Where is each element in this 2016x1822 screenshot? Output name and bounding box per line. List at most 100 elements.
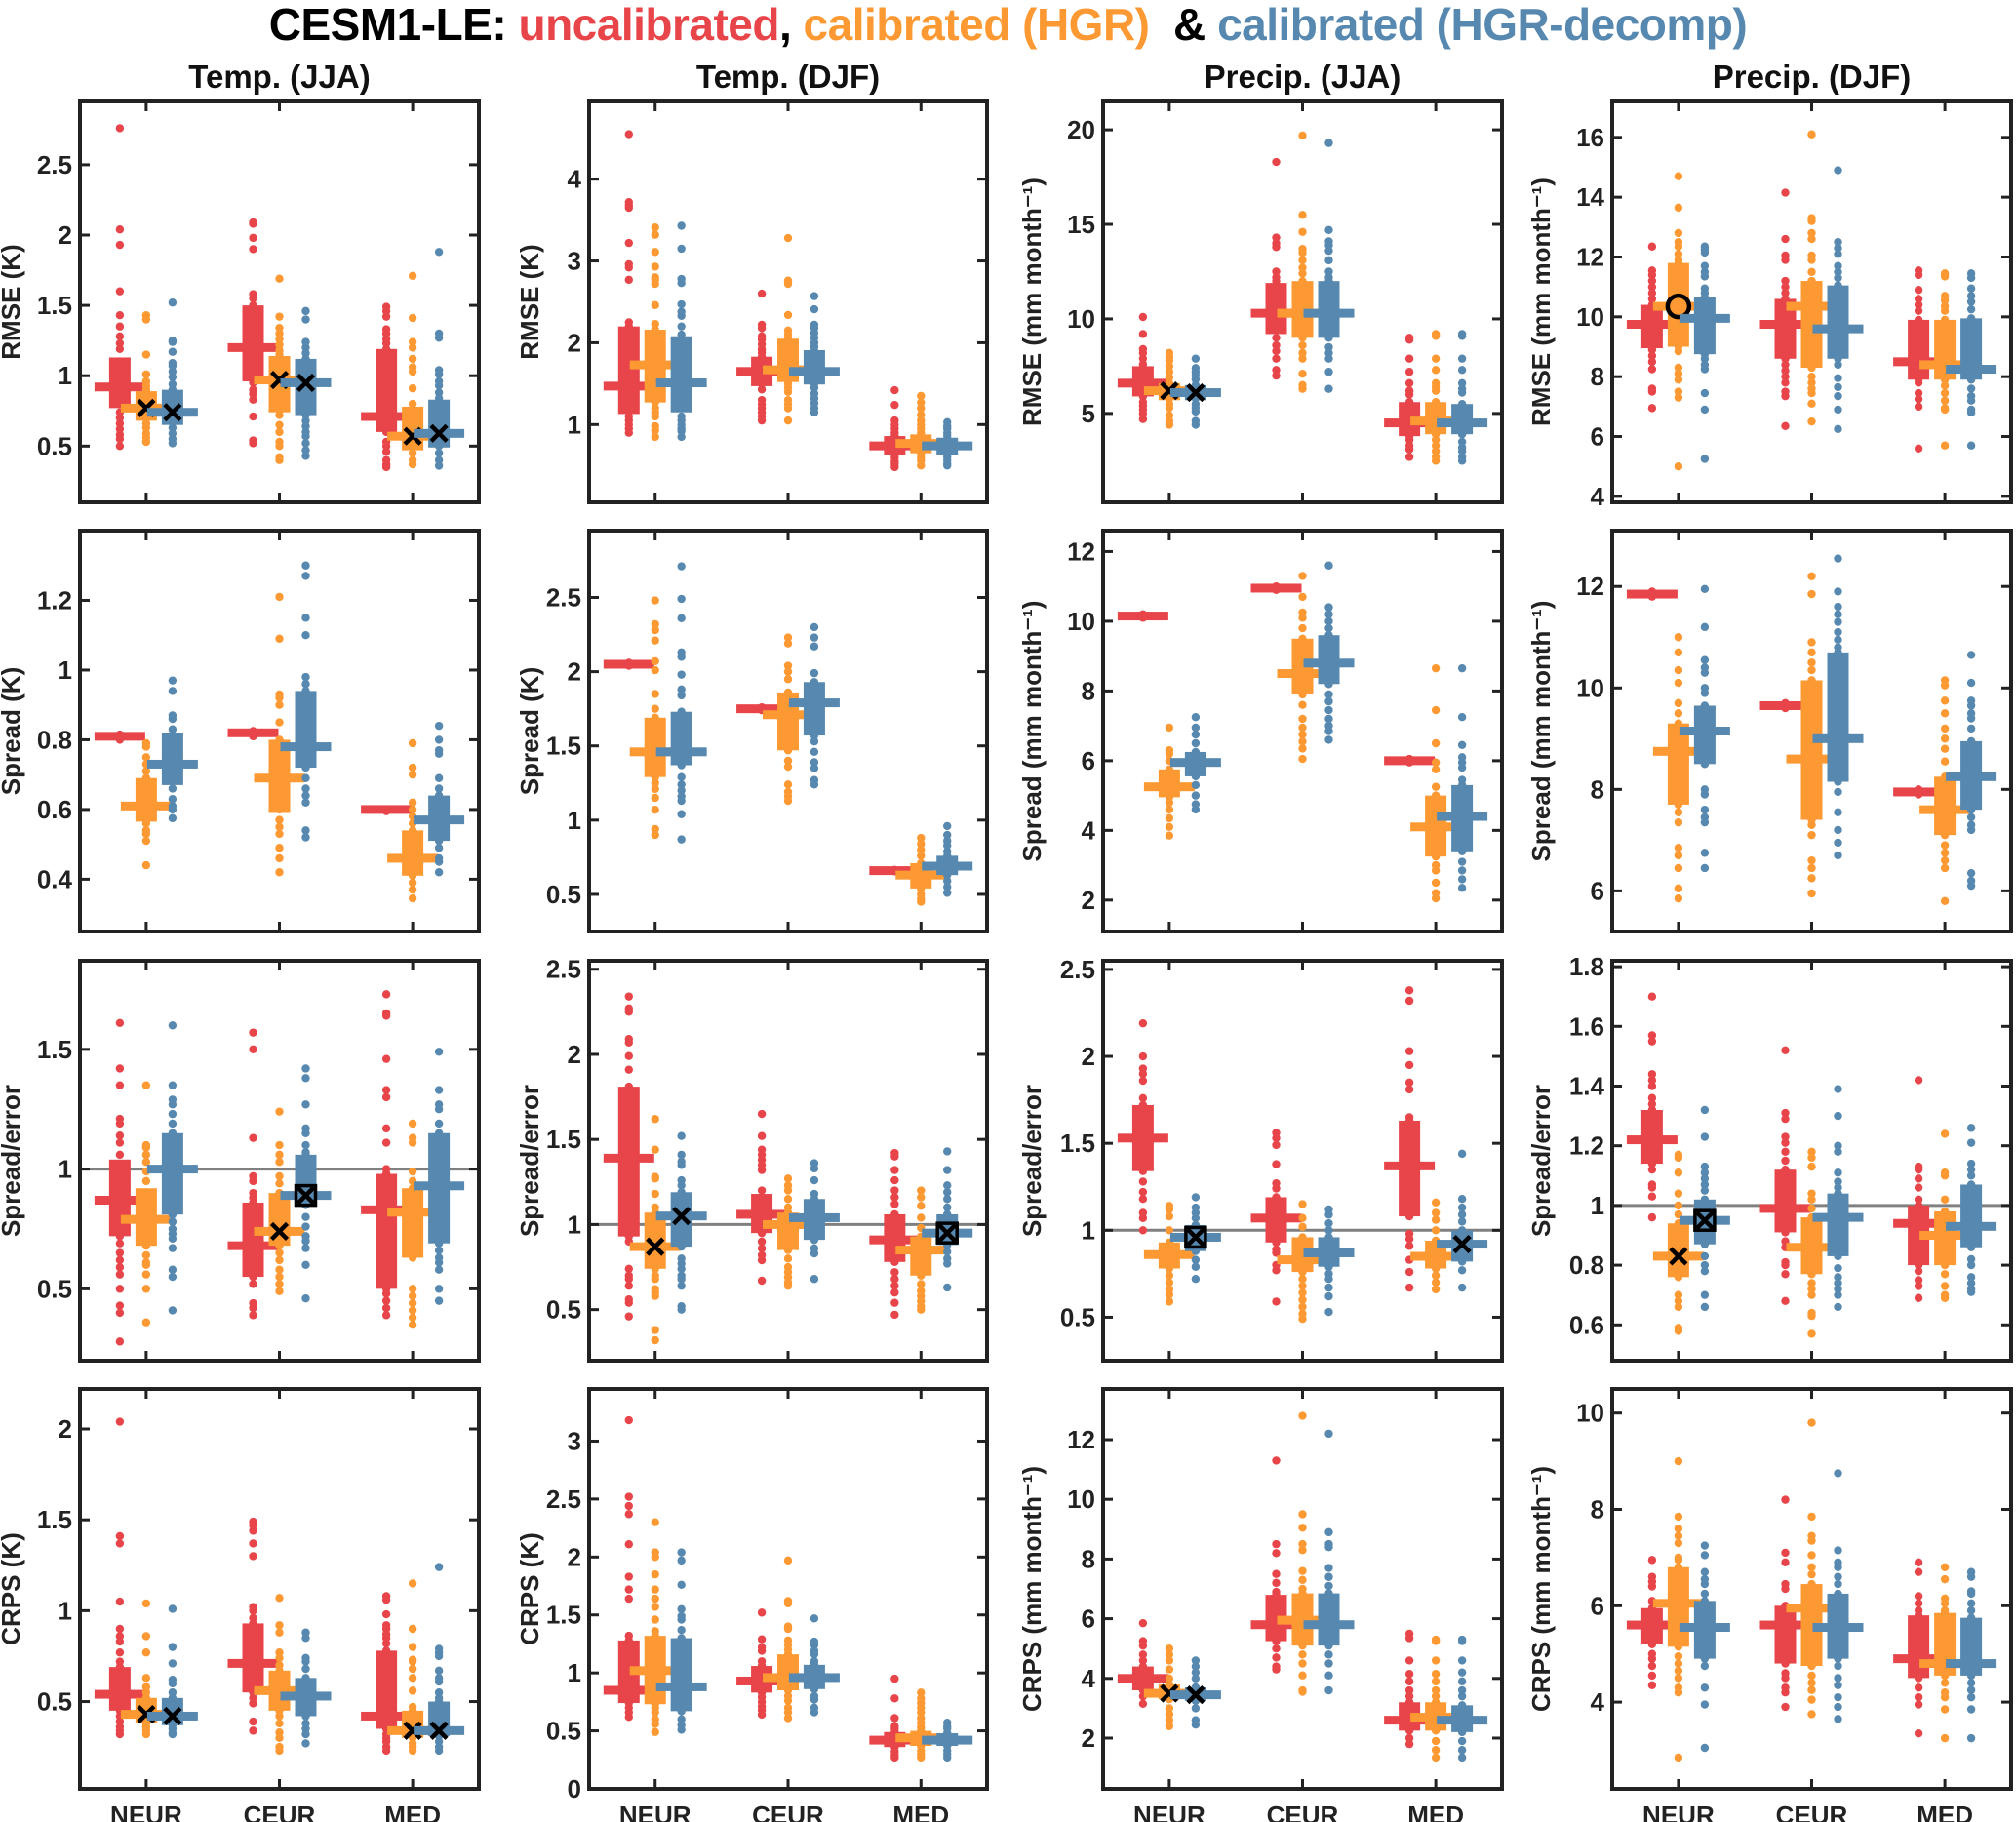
data-point: [1138, 1226, 1148, 1235]
series-calibrated-hgr-decomp-med: [1437, 330, 1488, 465]
data-point: [1324, 225, 1333, 235]
data-point: [1807, 638, 1816, 647]
data-point: [249, 1028, 257, 1037]
data-point: [943, 1188, 952, 1197]
data-point: [1940, 1563, 1950, 1571]
best-marker-box: [935, 1221, 959, 1245]
data-point: [275, 1150, 284, 1160]
series-uncalibrated-med: [1384, 334, 1436, 461]
median-bar: [1384, 1161, 1436, 1170]
data-point: [275, 634, 284, 643]
series-uncalibrated-med: [1893, 1076, 1945, 1302]
data-point: [1674, 376, 1683, 384]
data-point: [1966, 304, 1976, 314]
median-bar: [895, 1733, 947, 1743]
data-point: [1647, 1192, 1657, 1201]
data-point: [624, 1282, 633, 1290]
series-calibrated-hgr-decomp-neur: [655, 221, 707, 442]
data-point: [1834, 261, 1842, 270]
data-point: [1457, 763, 1467, 772]
data-point: [1165, 805, 1174, 814]
median-bar: [227, 1658, 279, 1668]
data-point: [677, 614, 686, 623]
data-point: [1431, 366, 1441, 375]
data-point: [677, 796, 686, 806]
data-point: [141, 1648, 151, 1657]
data-point: [677, 1615, 686, 1624]
data-point: [1647, 1556, 1657, 1565]
data-point: [651, 262, 659, 271]
data-point: [168, 347, 178, 356]
data-point: [1940, 855, 1950, 865]
data-point: [1404, 1283, 1414, 1292]
series-uncalibrated-neur: [1117, 1018, 1168, 1235]
iqr-bar: [1800, 680, 1823, 820]
median-bar: [763, 1219, 813, 1229]
data-point: [275, 1653, 284, 1663]
data-point: [1940, 1574, 1950, 1584]
cross-marker: [1695, 1210, 1715, 1230]
data-point: [1834, 1263, 1842, 1273]
data-point: [1966, 651, 1976, 659]
data-point: [1404, 1670, 1414, 1679]
median-bar: [869, 1235, 921, 1245]
data-point: [1914, 1076, 1923, 1085]
series-uncalibrated-neur: [603, 992, 654, 1321]
data-point: [168, 676, 178, 685]
y-tick-label: 5: [1082, 399, 1095, 428]
data-point: [1674, 1659, 1683, 1668]
data-point: [1324, 1671, 1333, 1680]
data-point: [1940, 1171, 1950, 1180]
y-axis-label: Spread (K): [0, 667, 25, 795]
data-point: [810, 1164, 819, 1173]
cross-marker: [403, 1721, 422, 1740]
iqr-bar: [135, 777, 157, 822]
data-point: [168, 813, 178, 823]
data-point: [1807, 1695, 1816, 1704]
data-point: [1298, 1687, 1307, 1696]
x-tick-label: CEUR: [1267, 1801, 1339, 1822]
data-point: [1457, 366, 1467, 375]
data-point: [1914, 270, 1923, 280]
series-calibrated-hgr-decomp-neur: [146, 298, 198, 448]
y-tick-label: 2: [568, 657, 581, 687]
median-bar: [736, 367, 788, 376]
median-bar: [603, 381, 654, 391]
data-point: [1807, 1685, 1816, 1694]
y-tick-label: 10: [1576, 673, 1604, 702]
series-calibrated-hgr-decomp-med: [1946, 1567, 1997, 1743]
data-point: [1431, 386, 1441, 395]
data-point: [408, 343, 417, 352]
data-point: [1940, 1195, 1950, 1204]
data-point: [141, 1143, 151, 1152]
data-point: [168, 805, 178, 814]
data-point: [115, 1539, 125, 1548]
data-point: [1138, 1018, 1148, 1028]
data-point: [301, 348, 310, 358]
iqr-bar: [670, 336, 692, 413]
median-bar: [1893, 357, 1945, 367]
data-point: [1914, 378, 1923, 387]
data-point: [1781, 1138, 1790, 1147]
data-point: [1404, 1060, 1414, 1070]
data-point: [141, 423, 151, 432]
data-point: [275, 1255, 284, 1265]
data-point: [1272, 1569, 1281, 1578]
series-calibrated-hgr-neur: [629, 1115, 681, 1345]
data-point: [141, 860, 151, 870]
data-point: [1431, 878, 1441, 888]
data-point: [1674, 1512, 1683, 1522]
median-bar: [788, 1212, 840, 1222]
data-point: [1940, 709, 1950, 718]
data-point: [890, 385, 899, 395]
y-tick-label: 2: [568, 328, 581, 357]
data-point: [275, 1158, 284, 1167]
data-point: [1700, 1700, 1710, 1709]
data-point: [1647, 1082, 1657, 1090]
data-point: [1457, 332, 1467, 340]
data-point: [1834, 391, 1842, 401]
data-point: [1807, 589, 1816, 599]
data-point: [1914, 444, 1923, 453]
data-point: [1457, 1210, 1467, 1219]
data-point: [141, 767, 151, 775]
